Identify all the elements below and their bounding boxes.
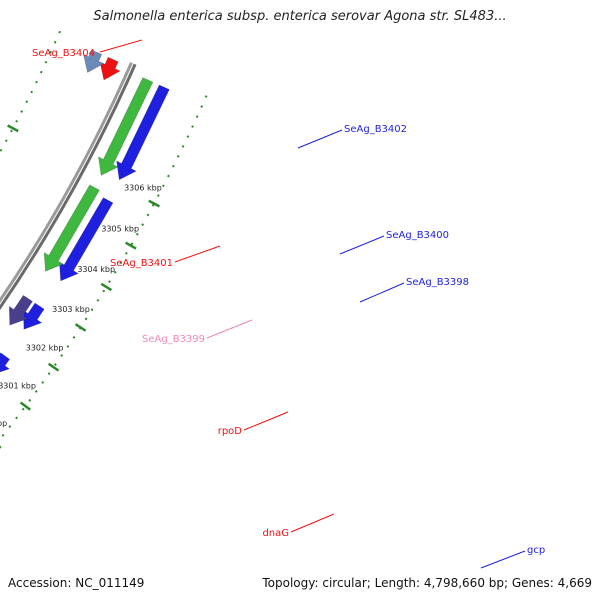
- major-tick: [148, 199, 160, 208]
- gene-label[interactable]: SeAg_B3398: [406, 277, 469, 288]
- gene-arrow[interactable]: [23, 302, 45, 330]
- gene-label-leader: [339, 235, 385, 255]
- tick-label: 3300 kbp: [0, 419, 7, 428]
- gene-arrow[interactable]: [43, 184, 100, 272]
- major-tick: [47, 362, 60, 372]
- gene-arrow[interactable]: [98, 77, 154, 176]
- gene-label[interactable]: SeAg_B3402: [344, 124, 407, 135]
- gene-arrow[interactable]: [83, 49, 105, 73]
- major-tick: [0, 445, 2, 449]
- gene-label-leader: [359, 282, 405, 303]
- major-tick-inner: [7, 124, 19, 133]
- gene-label[interactable]: gcp: [527, 545, 545, 556]
- gene-label-leader: [480, 550, 526, 569]
- gene-label-leader: [243, 411, 289, 431]
- tick-label: 3302 kbp: [26, 344, 64, 353]
- tick-label: 3304 kbp: [77, 265, 115, 274]
- gene-arrow[interactable]: [116, 84, 170, 181]
- major-tick: [100, 282, 113, 292]
- gene-label-leader: [174, 245, 221, 263]
- major-tick: [74, 323, 87, 332]
- gene-label[interactable]: SeAg_B3401: [110, 258, 173, 269]
- tick-label: 3303 kbp: [52, 305, 90, 314]
- backbone-line: [0, 62, 133, 304]
- gene-arrow[interactable]: [59, 197, 114, 282]
- accession-label: Accession: NC_011149: [8, 576, 145, 590]
- gene-label-leader: [99, 39, 143, 53]
- map-title: Salmonella enterica subsp. enterica sero…: [93, 9, 507, 24]
- genome-stats: Topology: circular; Length: 4,798,660 bp…: [262, 576, 592, 590]
- gene-label[interactable]: SeAg_B3404: [32, 48, 95, 59]
- gene-arrow[interactable]: [8, 294, 33, 326]
- backbone-line: [0, 63, 137, 311]
- gene-label[interactable]: rpoD: [218, 426, 243, 437]
- tick-label: 3301 kbp: [0, 382, 36, 391]
- gene-arrow[interactable]: [99, 56, 121, 81]
- gene-label-leader: [290, 513, 335, 533]
- gene-label[interactable]: dnaG: [262, 528, 289, 539]
- major-tick: [19, 401, 31, 411]
- tick-label: 3305 kbp: [101, 225, 139, 234]
- tick-label: 3306 kbp: [124, 184, 162, 193]
- gene-label-leader: [206, 319, 253, 339]
- major-tick: [125, 241, 137, 250]
- gene-arrow[interactable]: [0, 352, 11, 375]
- gene-label-leader: [297, 129, 343, 149]
- gene-label[interactable]: SeAg_B3399: [142, 334, 205, 345]
- gene-label[interactable]: SeAg_B3400: [386, 230, 449, 241]
